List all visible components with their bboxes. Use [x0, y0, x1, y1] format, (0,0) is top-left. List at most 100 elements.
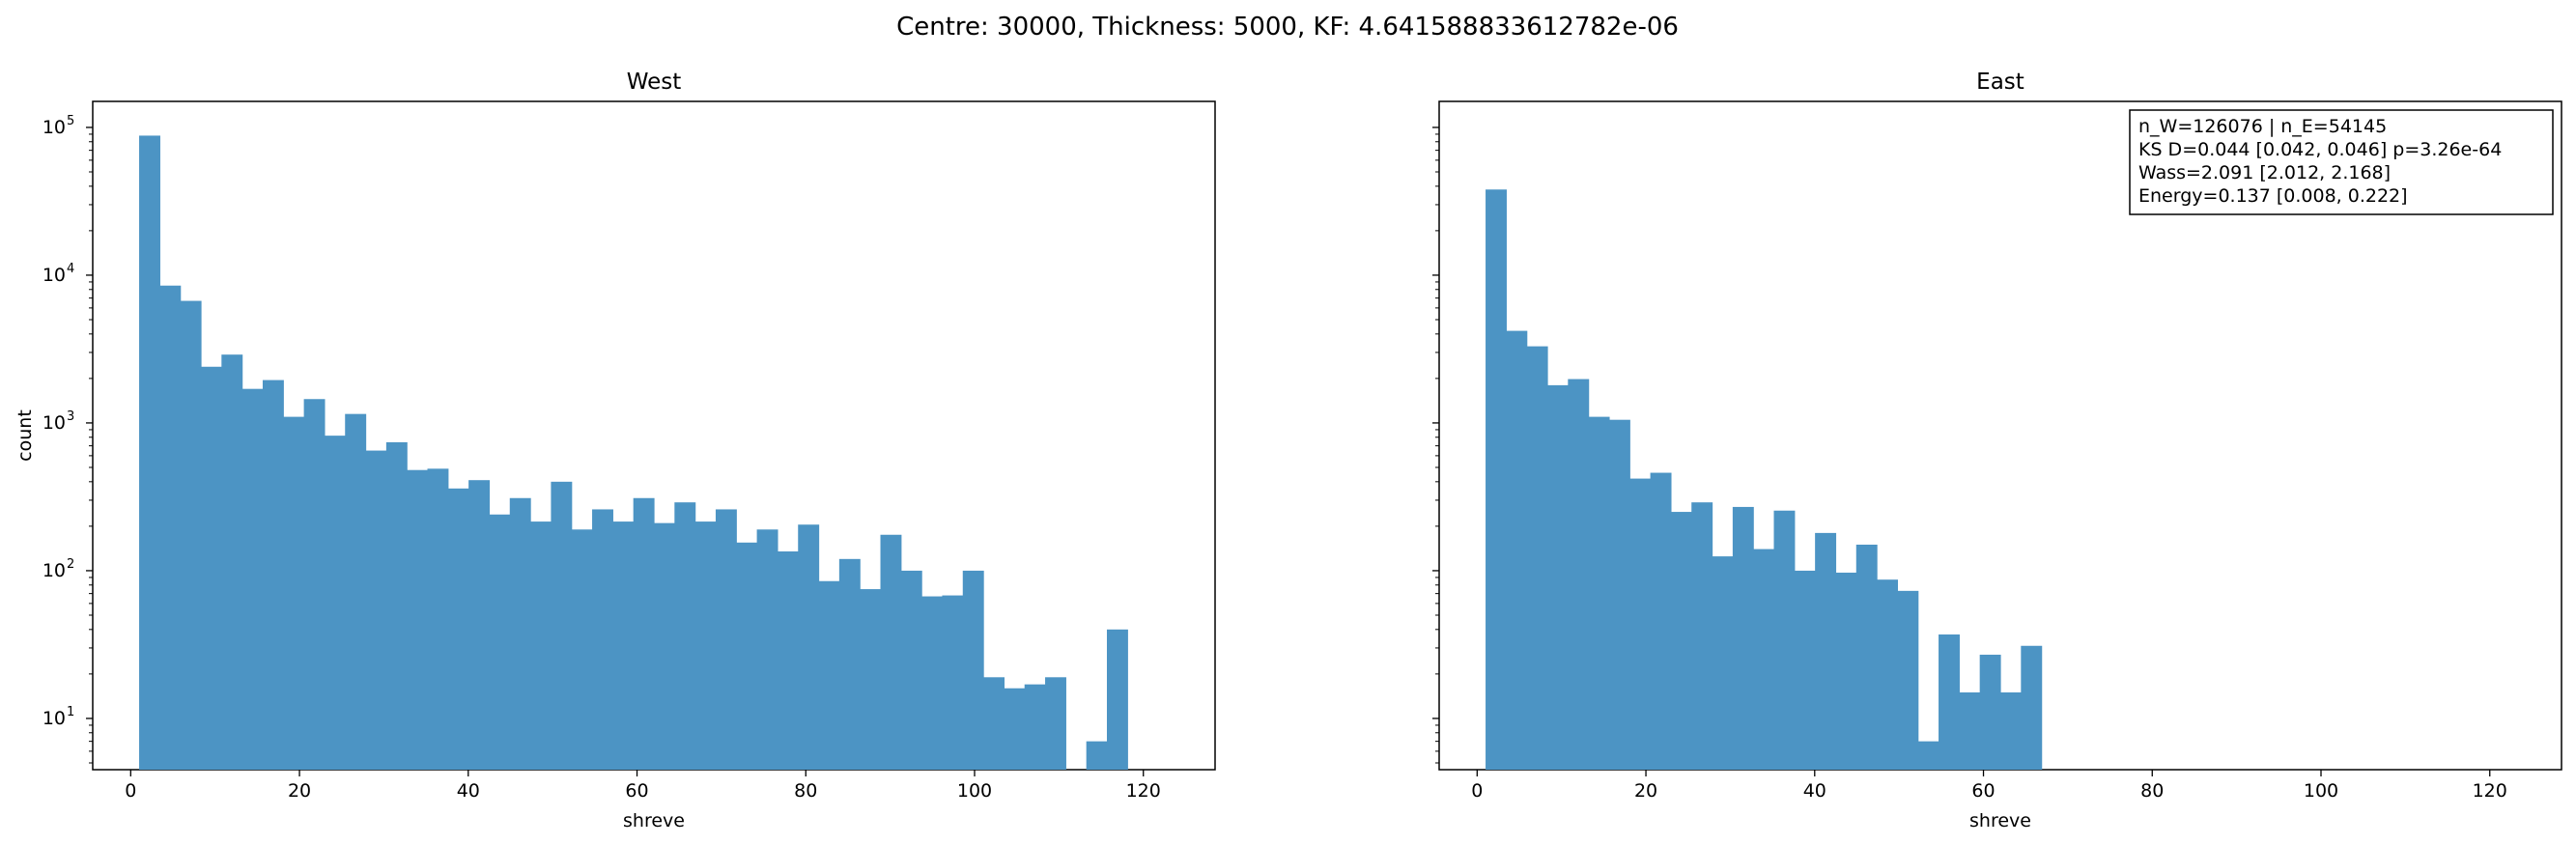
west-bar	[1106, 629, 1128, 770]
west-bar	[694, 521, 717, 770]
east-bar	[1855, 545, 1878, 770]
west-bar	[921, 596, 944, 770]
east-bar	[1547, 384, 1569, 770]
west-ytick-exponent: 2	[67, 557, 74, 572]
east-xlabel: shreve	[1969, 810, 2031, 831]
east-bar	[1959, 692, 1981, 770]
east-xtick-label: 120	[2473, 780, 2507, 802]
west-bar	[777, 551, 799, 770]
west-bar	[654, 522, 675, 770]
west-bar	[962, 570, 984, 770]
east-axes: East shreve 0 20 40 60 80 100 120 n_W=126076 |…	[1432, 70, 2562, 831]
west-bar	[756, 529, 778, 770]
stats-line-ks: KS D=0.044 [0.042, 0.046] p=3.26e-64	[2138, 139, 2502, 160]
west-bar	[715, 509, 737, 770]
east-bar	[1568, 379, 1590, 770]
west-xtick-label: 100	[957, 780, 992, 802]
west-bar	[942, 595, 964, 770]
west-bar	[180, 300, 202, 770]
west-bar	[1004, 688, 1026, 770]
west-ytick-exponent: 3	[67, 409, 74, 424]
west-ytick-exponent: 1	[67, 705, 74, 719]
west-bar	[551, 481, 573, 770]
west-xlabel: shreve	[623, 810, 685, 831]
west-bar	[427, 468, 449, 770]
west-bar	[241, 388, 264, 770]
east-bar	[2021, 645, 2043, 770]
east-bar	[1588, 416, 1610, 770]
west-bar	[447, 488, 469, 770]
west-ytick-label: 10	[42, 708, 66, 729]
west-bar	[385, 441, 408, 770]
west-bar	[262, 380, 284, 770]
stats-line-energy: Energy=0.137 [0.008, 0.222]	[2138, 185, 2408, 207]
west-bar	[1024, 684, 1046, 770]
west-bar	[489, 514, 511, 770]
east-xtick-label: 20	[1634, 780, 1657, 802]
west-bar	[1045, 677, 1066, 770]
west-bar	[592, 509, 613, 770]
west-bars	[139, 135, 1128, 770]
east-bar	[1917, 741, 1939, 770]
east-bar	[1670, 512, 1692, 770]
east-bar	[2000, 692, 2022, 770]
east-xtick-label: 60	[1971, 780, 1995, 802]
west-xtick-label: 0	[125, 780, 136, 802]
west-bar	[283, 416, 305, 770]
west-bar	[365, 450, 387, 770]
west-bar	[860, 589, 882, 770]
east-bar	[1939, 634, 1960, 770]
west-ytick-label: 10	[42, 117, 66, 138]
west-bar	[201, 366, 222, 770]
west-bar	[345, 413, 367, 770]
stats-box	[2129, 109, 2554, 215]
west-bar	[324, 436, 346, 770]
west-bar	[880, 534, 902, 770]
west-bar	[159, 285, 182, 770]
west-xtick-label: 20	[288, 780, 311, 802]
west-bar	[221, 354, 243, 770]
east-bar	[1691, 502, 1713, 770]
east-xtick-label: 0	[1471, 780, 1483, 802]
west-bar	[1086, 741, 1108, 770]
west-xticks: 0 20 40 60 80 100 120	[125, 770, 1161, 802]
west-xtick-label: 60	[625, 780, 648, 802]
east-bar	[1732, 506, 1754, 770]
stats-line-wass: Wass=2.091 [2.012, 2.168]	[2138, 162, 2391, 183]
east-bar	[1650, 472, 1672, 770]
west-ytick-exponent: 4	[67, 262, 74, 276]
east-xticks: 0 20 40 60 80 100 120	[1471, 770, 2507, 802]
west-ytick-exponent: 5	[67, 114, 74, 128]
east-bar	[1526, 346, 1548, 770]
west-bar	[571, 529, 593, 770]
west-bar	[139, 135, 160, 770]
east-bar	[1979, 654, 2001, 770]
west-bar	[983, 677, 1005, 770]
west-bar	[736, 542, 758, 770]
east-xtick-label: 40	[1803, 780, 1826, 802]
west-bar	[818, 580, 840, 770]
east-xtick-label: 80	[2140, 780, 2164, 802]
west-bar	[798, 524, 820, 770]
west-ytick-label: 10	[42, 560, 66, 581]
west-bar	[838, 558, 861, 770]
east-bar	[1486, 189, 1507, 771]
east-xtick-label: 100	[2304, 780, 2338, 802]
west-bar	[468, 480, 491, 770]
west-ylabel: count	[14, 409, 36, 462]
east-bar	[1877, 579, 1899, 770]
west-bar	[633, 497, 655, 770]
east-bar	[1753, 549, 1775, 770]
east-bar	[1629, 478, 1652, 770]
west-bar	[612, 521, 635, 770]
west-xtick-label: 80	[794, 780, 817, 802]
west-bar	[407, 469, 429, 770]
west-xtick-label: 120	[1126, 780, 1161, 802]
west-bar	[530, 521, 552, 770]
west-ytick-label: 10	[42, 412, 66, 434]
west-bar	[303, 399, 326, 770]
east-bars	[1486, 189, 2043, 771]
